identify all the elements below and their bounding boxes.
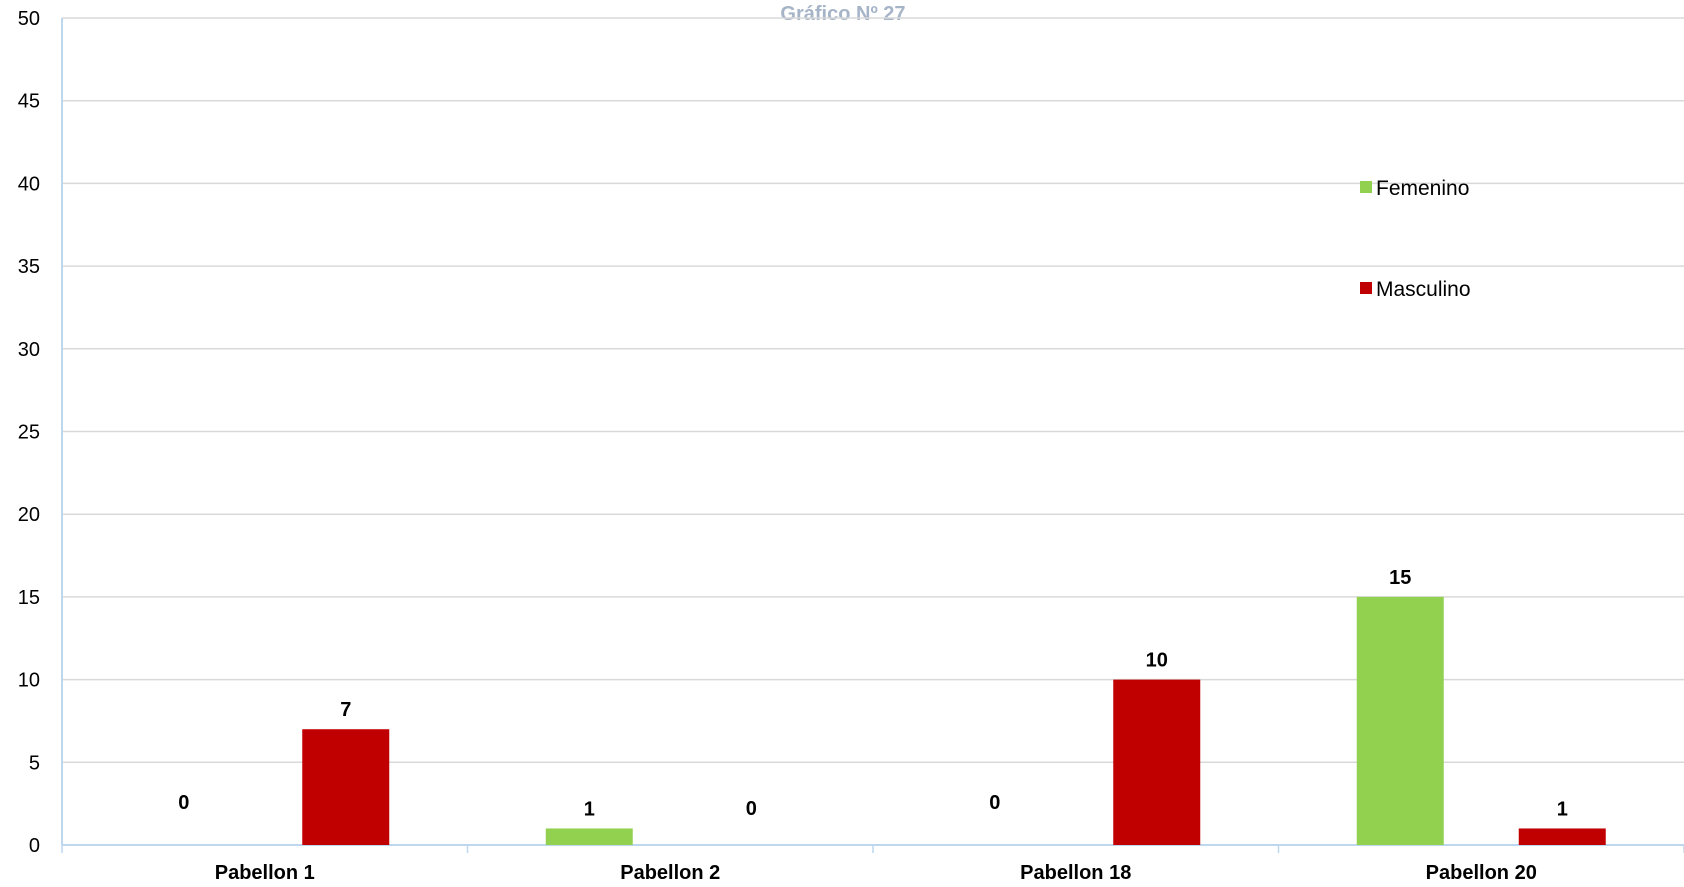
y-tick-label: 50 <box>18 8 40 30</box>
x-tick-label: Pabellon 20 <box>1426 862 1537 884</box>
y-tick-label: 35 <box>18 256 40 278</box>
legend-swatch-femenino <box>1360 181 1372 193</box>
data-label: 1 <box>584 798 595 820</box>
y-tick-label: 40 <box>18 173 40 195</box>
y-tick-label: 45 <box>18 91 40 113</box>
data-label: 1 <box>1557 798 1568 820</box>
data-label: 0 <box>989 792 1000 814</box>
y-tick-label: 15 <box>18 587 40 609</box>
bar-femenino <box>545 828 633 845</box>
legend-label-masculino: Masculino <box>1376 278 1471 301</box>
y-tick-label: 10 <box>18 670 40 692</box>
data-label: 0 <box>746 798 757 820</box>
bar-masculino <box>1113 679 1201 845</box>
legend-swatch-masculino <box>1360 282 1372 294</box>
data-label: 10 <box>1146 650 1168 672</box>
x-tick-label: Pabellon 18 <box>1020 862 1131 884</box>
bar-femenino <box>1356 596 1444 845</box>
x-tick-label: Pabellon 2 <box>620 862 720 884</box>
bars <box>302 596 1606 845</box>
legend-label-femenino: Femenino <box>1376 177 1469 200</box>
data-label: 7 <box>340 699 351 721</box>
y-tick-label: 25 <box>18 422 40 444</box>
y-tick-label: 20 <box>18 504 40 526</box>
y-tick-label: 30 <box>18 339 40 361</box>
bar-masculino <box>302 729 390 845</box>
x-tick-label: Pabellon 1 <box>215 862 315 884</box>
y-tick-label: 0 <box>29 835 40 857</box>
data-label: 0 <box>178 792 189 814</box>
chart-title: Gráfico Nº 27 <box>780 3 905 25</box>
x-axis-category-labels: Pabellon 1 Pabellon 2 Pabellon 18 Pabellon … <box>215 862 1537 884</box>
y-tick-label: 5 <box>29 752 40 774</box>
y-axis-tick-labels: 0 5 10 15 20 25 30 35 40 45 50 <box>18 8 40 857</box>
data-label: 15 <box>1389 567 1411 589</box>
gridlines <box>62 17 1684 764</box>
bar-masculino <box>1518 828 1606 845</box>
legend: Femenino Masculino <box>1360 177 1471 301</box>
